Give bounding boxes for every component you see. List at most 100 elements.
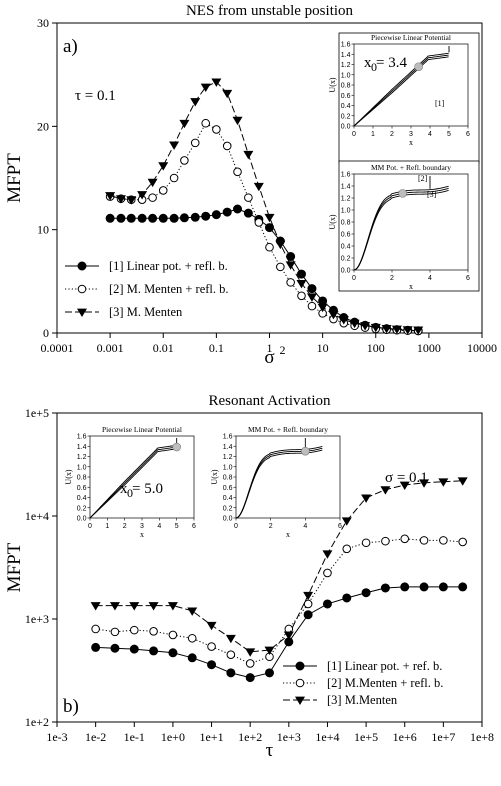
panel-a-legend: [1] Linear pot. + refl. b. [2] M. Menten … — [65, 259, 229, 319]
inset-x-tick-label: 4 — [157, 523, 161, 530]
panel-a-x-tick-label: 0.1 — [209, 341, 224, 355]
inset-x-label: x — [409, 282, 413, 291]
inset-y-tick-label: 1.0 — [341, 72, 351, 79]
inset-y-tick-label: 0.6 — [223, 485, 233, 492]
panel-b-x-tick-label: 1e+5 — [354, 730, 378, 744]
panel-b-series-3-point — [283, 631, 294, 640]
panel-b-y-tick-label: 1e+5 — [25, 406, 49, 420]
panel-b-series-2-point — [91, 624, 100, 634]
panel-a-series-3-point — [328, 311, 339, 320]
inset-x-tick-label: 6 — [192, 523, 196, 530]
panel-a-x-tick-label: 10000 — [467, 341, 497, 355]
panel-b-series-2-point — [419, 536, 429, 545]
panel-a-x-tick-label: 100 — [367, 341, 385, 355]
panel-b-series-1-point — [342, 593, 352, 603]
inset-title: MM Pot. + Refl. boundary — [371, 163, 451, 172]
inset-start-position-marker — [301, 446, 310, 456]
panel-b-series-1-point — [322, 599, 332, 609]
panel-a-series-3-point — [264, 213, 275, 223]
inset-curve-label: [2] — [418, 174, 428, 183]
inset-x-tick-label: 6 — [466, 131, 470, 138]
panel-a-series-2-point — [297, 291, 306, 301]
inset-y-tick-label: 1.4 — [223, 444, 233, 451]
panel-b-x-axis-label: τ — [266, 740, 274, 761]
panel-a-series-1-point — [233, 204, 243, 214]
panel-a-series-1-point — [116, 213, 126, 223]
panel-a-series-3-point — [391, 325, 402, 335]
panel-a-series-2-point — [158, 186, 168, 195]
panel-a-series-3-point — [147, 178, 158, 188]
panel-b-series-2-point — [400, 534, 410, 544]
panel-b-series-1-point — [207, 660, 217, 670]
panel-a-series-2-point — [190, 138, 200, 148]
panel-b-series-3-point — [90, 602, 101, 611]
panel-a-series-2-point — [276, 262, 285, 272]
panel-b-series-3-point — [322, 550, 333, 559]
inset-x-tick-label: 2 — [269, 523, 273, 530]
inset-x-tick-label: 5 — [175, 523, 179, 530]
inset-y-tick-label: 0.2 — [223, 505, 233, 512]
panel-b-series-1-point — [419, 582, 429, 592]
inset-title: Piecewise Linear Potential — [371, 33, 451, 42]
inset-y-tick-label: 0.2 — [77, 505, 87, 512]
panel-a-series-3-point — [349, 319, 360, 329]
panel-a-series-1-point — [179, 213, 189, 223]
panel-b-series-1-point — [110, 643, 120, 653]
panel-b-series-1-point — [129, 644, 139, 654]
panel-b-series-3-point — [399, 481, 410, 490]
inset-curve-label: [3] — [427, 190, 437, 199]
inset-x0-annotation: x — [364, 55, 372, 71]
inset-y-tick-label: 0.0 — [341, 124, 351, 131]
inset-x-tick-label: 5 — [447, 131, 451, 138]
inset-x0-annotation: x — [120, 481, 128, 497]
panel-a-series-1-point — [307, 284, 317, 294]
panel-b-series-1-point — [361, 588, 371, 598]
panel-a-legend-label: [3] M. Menten — [109, 305, 183, 319]
panel-b-series-2-point — [168, 630, 178, 640]
panel-b-x-tick-label: 1e+7 — [431, 730, 455, 744]
inset-y-label: U(x) — [64, 469, 73, 484]
panel-b-y-axis-label: MFPT — [4, 542, 25, 592]
panel-b-y-tick-label: 1e+3 — [25, 612, 49, 626]
panel-b-series-1-point — [380, 583, 390, 593]
panel-b-series-2-point — [323, 568, 332, 578]
panel-a-series-3-point — [115, 195, 126, 204]
panel-a-series-3-point — [253, 182, 264, 192]
panel-b-series-3-point — [457, 477, 468, 486]
inset-y-tick-label: 1.4 — [77, 444, 87, 451]
inset-x-tick-label: 3 — [409, 131, 413, 138]
panel-a-legend-marker — [77, 284, 87, 294]
panel-a-series-3-point — [285, 261, 296, 270]
panel-b-series-1-point — [458, 582, 468, 592]
panel-b-series-2-point — [361, 538, 371, 548]
panel-b-legend-marker — [295, 678, 305, 688]
panel-a-series-2-point — [307, 301, 317, 311]
panel-a-series-1-point — [296, 269, 306, 279]
panel-a-y-tick-label: 10 — [37, 223, 49, 237]
panel-b-series-3-point — [438, 478, 449, 487]
inset-y-tick-label: 0.6 — [341, 93, 351, 100]
inset-x-tick-label: 2 — [390, 131, 394, 138]
panel-b-series-3-point — [187, 607, 198, 616]
panel-a-legend-marker — [77, 261, 87, 271]
panel-b-series-3-point — [341, 517, 352, 526]
panel-b-series-1-point — [91, 642, 101, 652]
inset-box — [338, 32, 480, 164]
inset-y-tick-label: 1.4 — [341, 184, 351, 191]
panel-b-legend: [1] Linear pot. + ref. b. [2] M.Menten + … — [283, 659, 443, 707]
panel-a-y-tick-label: 30 — [37, 16, 49, 30]
panel-b-y-tick-label: 1e+2 — [25, 715, 49, 729]
inset-y-tick-label: 0.8 — [341, 83, 351, 90]
inset-x-tick-label: 1 — [371, 131, 375, 138]
panel-a-series-1-point — [190, 212, 200, 222]
panel-a-series-1-point — [126, 213, 136, 223]
panel-b-series-3-point — [167, 602, 178, 611]
panel-a-series-2-point — [254, 218, 264, 227]
inset-title: MM Pot. + Refl. boundary — [248, 425, 328, 434]
inset-y-tick-label: 1.2 — [77, 454, 87, 461]
inset-x-tick-label: 3 — [140, 523, 144, 530]
inset-y-tick-label: 0.8 — [341, 220, 351, 227]
panel-b-series-1-point — [245, 673, 255, 683]
panel-a-x-tick-label: 0.001 — [97, 341, 124, 355]
